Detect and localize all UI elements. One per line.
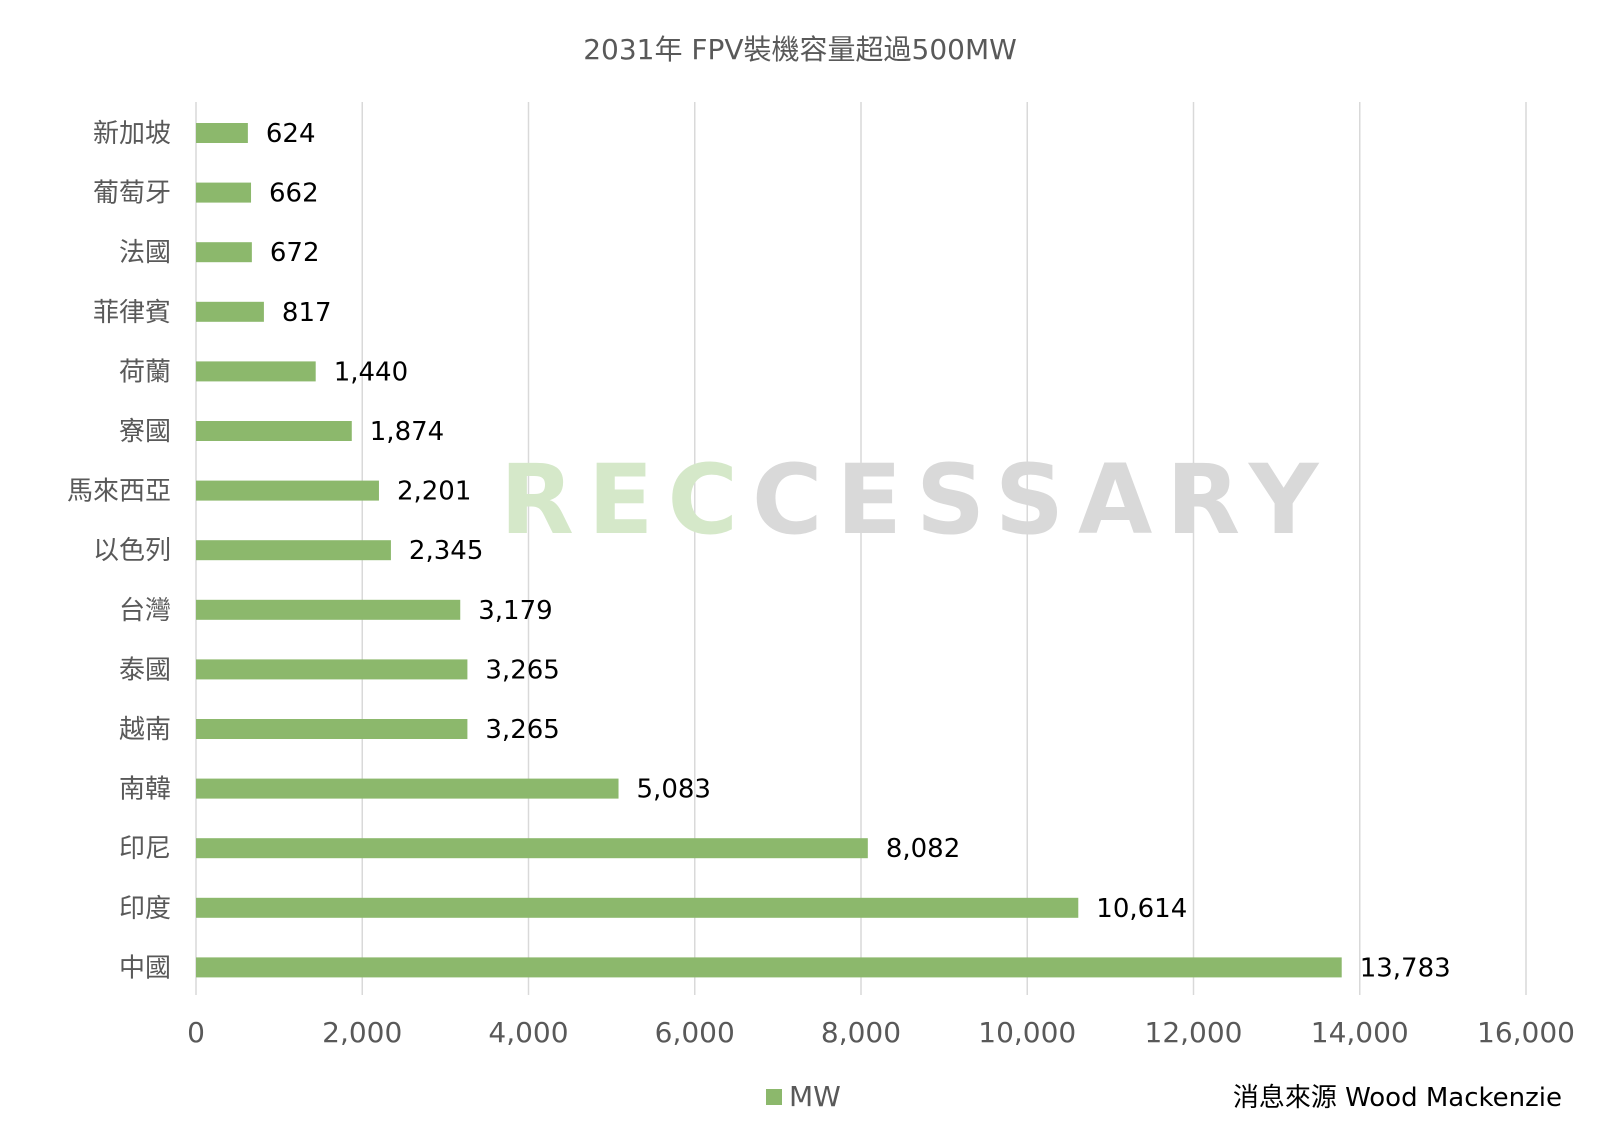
bar [196, 778, 619, 799]
bar [196, 182, 252, 203]
data-label: 13,783 [1360, 953, 1451, 983]
legend-swatch [766, 1089, 782, 1105]
category-label: 新加坡 [93, 119, 171, 149]
x-tick-label: 8,000 [821, 1016, 901, 1049]
bar [196, 599, 461, 620]
data-label: 3,265 [485, 655, 559, 685]
bar [196, 540, 391, 561]
x-tick-label: 12,000 [1145, 1016, 1243, 1049]
data-label: 10,614 [1096, 894, 1187, 924]
data-label: 2,345 [409, 536, 483, 566]
bar [196, 361, 316, 382]
category-label: 台灣 [119, 596, 171, 626]
category-label: 葡萄牙 [93, 179, 171, 209]
bar [196, 123, 248, 143]
bar [196, 897, 1079, 918]
data-label: 1,874 [370, 417, 444, 447]
data-label: 662 [269, 179, 319, 209]
category-label: 馬來西亞 [67, 477, 171, 507]
watermark-part-1: REC [500, 444, 752, 556]
watermark-part-2: CESSARY [752, 444, 1332, 556]
category-label: 印度 [119, 894, 171, 924]
data-label: 3,179 [478, 596, 552, 626]
category-label: 以色列 [93, 536, 171, 566]
bars [196, 123, 1342, 978]
x-axis-ticks: 0 2,000 4,000 6,000 8,000 10,000 12,000 14,000 1… [187, 1016, 1575, 1049]
bar [196, 421, 352, 441]
x-tick-label: 2,000 [322, 1016, 402, 1049]
x-tick-label: 14,000 [1311, 1016, 1409, 1049]
data-label: 8,082 [886, 834, 960, 864]
bar [196, 659, 468, 680]
data-label: 624 [266, 119, 316, 149]
x-tick-label: 16,000 [1477, 1016, 1575, 1049]
gridlines [195, 102, 1527, 995]
legend-label: MW [789, 1080, 841, 1113]
category-label: 法國 [119, 238, 171, 268]
bar [196, 719, 468, 739]
bar [196, 838, 868, 859]
bar [196, 957, 1342, 978]
category-label: 泰國 [119, 655, 171, 685]
category-label: 印尼 [119, 834, 171, 864]
data-label: 817 [282, 298, 332, 328]
category-label: 寮國 [119, 417, 171, 447]
source-note: 消息來源 Wood Mackenzie [1233, 1083, 1562, 1113]
category-label: 中國 [119, 953, 171, 983]
data-label: 1,440 [334, 357, 408, 387]
data-label: 672 [270, 238, 320, 268]
x-tick-label: 4,000 [488, 1016, 568, 1049]
x-tick-label: 0 [187, 1016, 205, 1049]
bar [196, 480, 379, 501]
watermark: RECCESSARY [500, 444, 1332, 556]
category-label: 南韓 [119, 775, 171, 805]
chart-title: 2031年 FPV裝機容量超過500MW [583, 33, 1017, 66]
bar [196, 301, 264, 322]
x-tick-label: 6,000 [655, 1016, 735, 1049]
data-label: 5,083 [637, 775, 711, 805]
data-label: 3,265 [485, 715, 559, 745]
category-label: 越南 [119, 715, 171, 745]
bar [196, 242, 252, 263]
category-label: 荷蘭 [119, 357, 171, 387]
category-label: 菲律賓 [93, 298, 171, 328]
data-label: 2,201 [397, 477, 471, 507]
x-tick-label: 10,000 [978, 1016, 1076, 1049]
